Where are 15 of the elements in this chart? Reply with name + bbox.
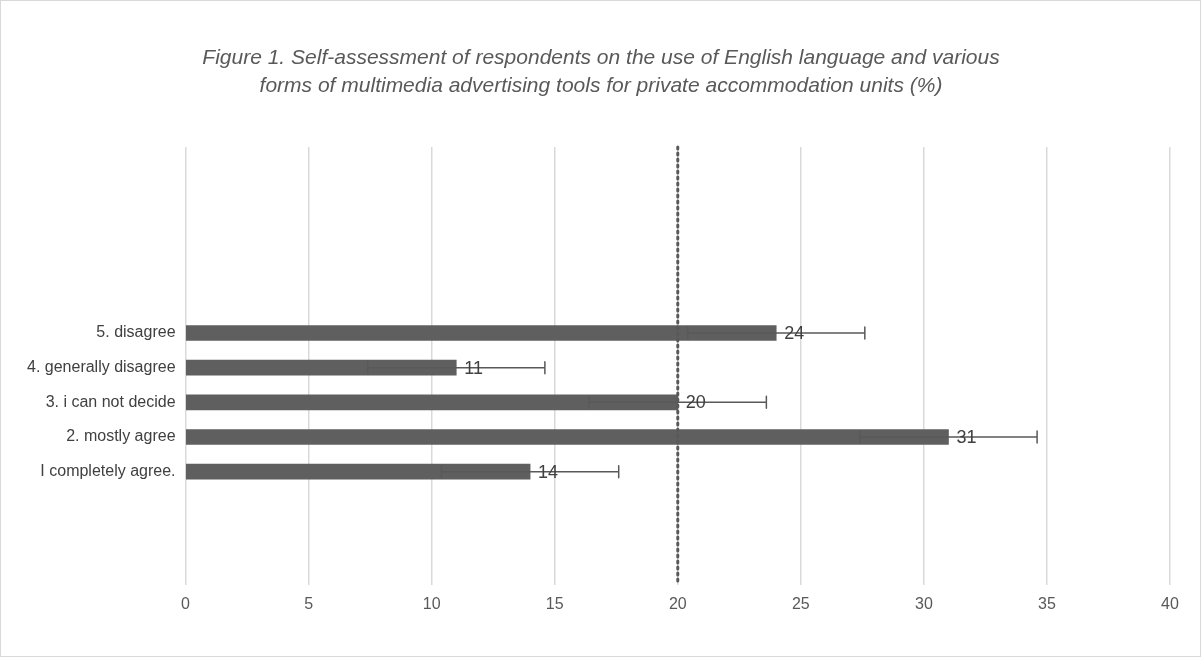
y-tick-label: I completely agree.: [40, 462, 176, 480]
y-tick-label: 2. mostly agree: [66, 427, 176, 445]
y-tick-label: 4. generally disagree: [26, 358, 176, 376]
x-tick-label: 0: [181, 594, 191, 612]
x-tick-label: 20: [668, 594, 687, 612]
x-tick-label: 35: [1038, 594, 1056, 612]
y-tick-label: 5. disagree: [96, 323, 176, 341]
x-tick-label: 10: [422, 594, 441, 612]
chart-title: Figure 1. Self-assessment of respondents on the use of English language and various forms of multimedia advertising tools for private accommodation units (%): [201, 44, 1001, 98]
x-tick-label: 15: [545, 594, 564, 612]
x-tick-label: 25: [791, 594, 810, 612]
y-tick-label: 3. i can not decide: [45, 392, 176, 410]
x-tick-label: 30: [914, 594, 933, 612]
x-tick-label: 40: [1161, 594, 1179, 612]
x-tick-label: 5: [304, 594, 314, 612]
